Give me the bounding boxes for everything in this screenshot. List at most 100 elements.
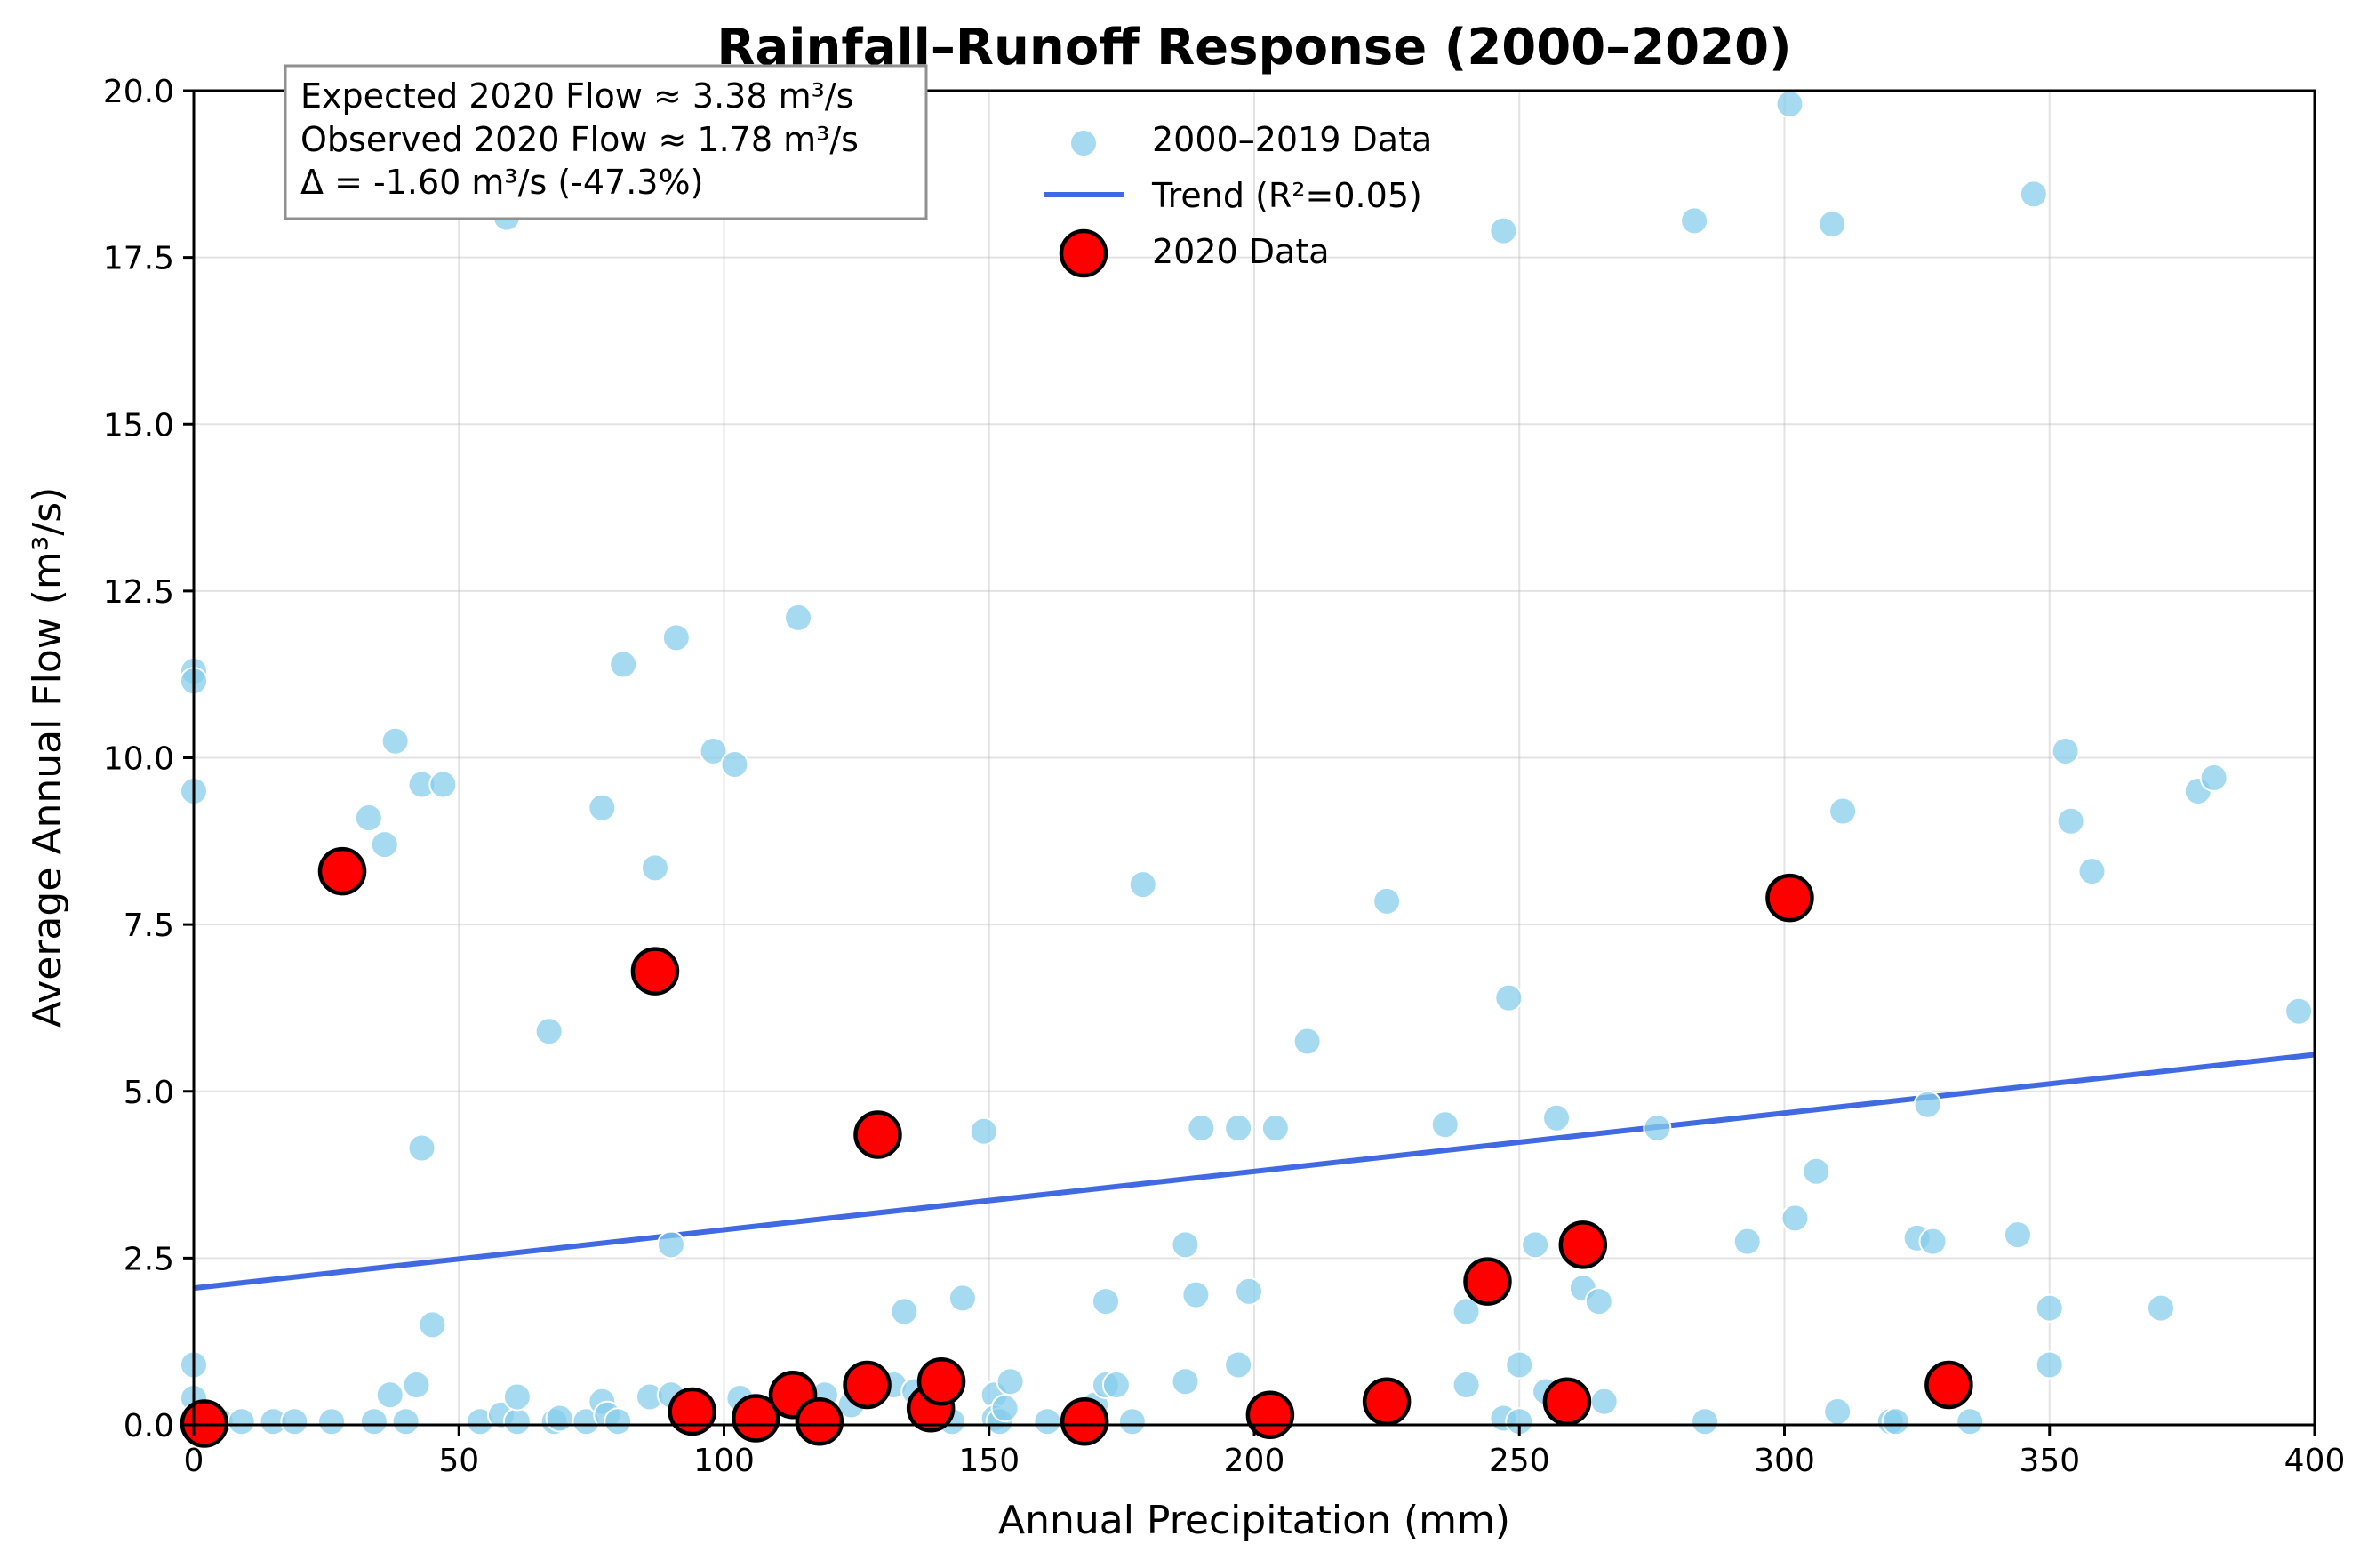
historical-data-point [1430,1110,1460,1140]
y-tick-label: 2.5 [124,1241,174,1277]
historical-data-point [1732,1227,1762,1256]
historical-data-point [280,1407,309,1436]
y-tick-label: 5.0 [124,1075,174,1111]
historical-data-point [1680,206,1709,236]
historical-data-point [990,1394,1020,1423]
legend-label-2020: 2020 Data [1152,232,1330,271]
historical-data-point [1292,1027,1322,1056]
x-tick-label: 150 [958,1443,1020,1479]
annotation-line-expected: Expected 2020 Flow ≈ 3.38 m³/s [300,76,853,116]
historical-data-point [2056,806,2085,836]
legend-label-historical: 2000–2019 Data [1152,120,1432,159]
historical-data-point [1494,983,1524,1012]
y-axis-label: Average Annual Flow (m³/s) [25,487,70,1028]
data-point-2020 [795,1396,844,1446]
historical-data-point [1823,1396,1852,1426]
historical-data-point [227,1407,256,1436]
historical-data-point [380,726,410,756]
historical-data-point [1881,1407,1910,1436]
trend-layer [193,1052,2316,1292]
historical-data-point [1101,1370,1131,1399]
historical-data-point [588,793,617,822]
y-tick-label: 20.0 [103,74,174,110]
historical-points [180,90,2314,1436]
data-point-2020 [668,1387,716,1436]
historical-data-point [2035,1350,2064,1380]
historical-data-point [996,1367,1025,1396]
historical-data-point [784,603,813,632]
y-tick-label: 15.0 [103,407,174,444]
historical-data-point [534,1017,564,1046]
historical-data-point [1224,1114,1253,1143]
y-tick-label: 17.5 [103,241,174,277]
data-point-2020 [1558,1220,1608,1269]
historical-data-point [2199,764,2228,793]
annotation-box: Expected 2020 Flow ≈ 3.38 m³/s Observed … [284,64,928,220]
historical-data-point [1117,1407,1147,1436]
historical-data-point [604,1407,633,1436]
points-2020 [180,846,1973,1448]
data-point-2020 [1542,1377,1592,1426]
x-tick-label: 300 [1754,1443,1815,1479]
historical-data-point [890,1297,919,1326]
gridlines [193,90,2316,1426]
x-axis-label: Annual Precipitation (mm) [998,1498,1510,1543]
historical-data-point [1521,1230,1550,1260]
historical-data-point [359,1407,388,1436]
data-point-2020 [916,1356,966,1406]
historical-data-point [2035,1293,2064,1323]
historical-data-point [1171,1230,1200,1260]
y-axis-ticks: 0.0 2.5 5.0 7.5 10.0 12.5 15.0 17.5 20.0 [103,74,194,1444]
historical-data-point [317,1407,347,1436]
historical-data-point [640,853,669,883]
historical-data-point [948,1284,977,1313]
historical-data-point [1643,1114,1672,1143]
historical-data-point [375,1380,404,1410]
historical-data-point [969,1116,998,1146]
historical-data-point [609,650,638,679]
historical-data-point [545,1404,574,1433]
y-tick-label: 12.5 [103,574,174,611]
historical-data-point [1187,1114,1216,1143]
x-tick-label: 400 [2284,1443,2346,1479]
historical-data-point [1128,870,1157,900]
x-tick-label: 0 [184,1443,204,1479]
annotation-line-delta: Δ = -1.60 m³/s (-47.3%) [300,163,703,202]
historical-data-point [1091,1287,1120,1316]
historical-data-point [391,1407,420,1436]
data-point-2020 [180,1399,229,1448]
historical-data-point [2051,736,2080,765]
data-point-2020 [1765,873,1814,923]
y-tick-label: 7.5 [124,908,174,944]
historical-data-point [1584,1287,1613,1316]
historical-data-point [370,830,399,860]
x-axis-ticks: 0 50 100 150 200 250 300 350 400 [184,1425,2346,1479]
historical-data-point [1828,796,1858,826]
data-point-2020 [853,1110,902,1159]
historical-data-point [2019,180,2048,209]
historical-data-point [1372,886,1402,916]
data-point-2020 [843,1360,892,1410]
historical-data-point [1818,210,1847,239]
historical-data-point [720,750,749,780]
x-tick-label: 350 [2019,1443,2080,1479]
historical-data-point [407,1133,436,1163]
legend-marker-historical [1069,129,1098,157]
historical-data-point [1171,1367,1200,1396]
historical-data-point [661,623,691,652]
data-point-2020 [1924,1360,1973,1410]
legend-marker-2020 [1059,228,1108,278]
historical-data-point [1918,1227,1948,1256]
historical-data-point [2147,1293,2176,1323]
historical-data-point [1913,1090,1942,1119]
x-tick-label: 100 [693,1443,755,1479]
data-point-2020 [630,947,680,996]
historical-data-point [2077,857,2107,886]
historical-data-point [1260,1114,1290,1143]
x-tick-label: 50 [438,1443,479,1479]
data-point-2020 [732,1394,780,1443]
historical-data-point [2284,996,2314,1026]
historical-data-point [1691,1407,1720,1436]
data-point-2020 [1362,1377,1412,1426]
